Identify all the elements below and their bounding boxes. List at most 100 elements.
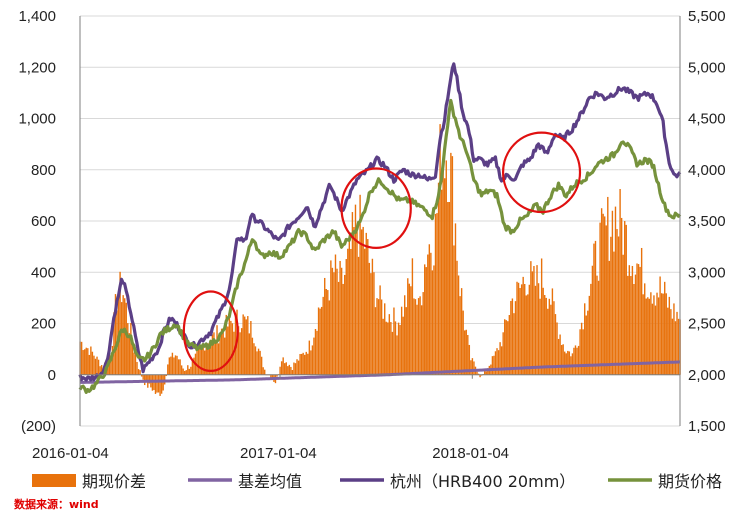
spread-bar	[85, 347, 87, 375]
left-tick-label: 400	[31, 264, 56, 281]
spread-bar	[368, 262, 371, 375]
spread-bar	[582, 329, 584, 375]
spread-bar	[545, 297, 547, 375]
spread-bar	[637, 264, 640, 375]
spread-bar	[587, 310, 589, 375]
spread-bar	[176, 355, 178, 375]
spread-bar	[239, 332, 241, 375]
spread-bar	[527, 294, 529, 375]
spread-bar	[142, 374, 144, 380]
spread-bar	[584, 303, 586, 375]
spread-bar	[448, 202, 451, 375]
spread-bar	[159, 374, 161, 396]
spread-bar	[245, 319, 247, 375]
spread-bar	[222, 330, 224, 375]
spread-bar	[185, 370, 187, 375]
right-tick-label: 1,500	[688, 418, 726, 435]
spread-bar	[208, 344, 211, 375]
spread-bar	[313, 337, 315, 375]
spread-bar	[144, 374, 146, 386]
left-tick-label: 1,000	[18, 111, 56, 128]
spread-bar	[622, 254, 624, 375]
left-axis-ticks: (200) 0 200 400 600 800 1,000 1,200 1,400	[18, 8, 56, 435]
spread-bar	[171, 352, 174, 375]
spread-bar	[193, 357, 195, 375]
spread-bar	[519, 287, 521, 375]
spread-bar	[394, 321, 397, 375]
legend: 期现价差 基差均值 杭州（HRB400 20mm） 期货价格	[32, 472, 722, 491]
spread-bar	[130, 322, 132, 375]
spread-bar	[500, 346, 503, 375]
spread-bar	[454, 223, 457, 375]
spread-bar	[240, 328, 243, 375]
spread-bar	[250, 321, 252, 375]
spread-bar	[427, 254, 429, 375]
spread-bar	[291, 369, 294, 375]
spread-bar	[673, 303, 675, 375]
spread-bar	[468, 344, 471, 375]
spread-bar	[487, 368, 489, 375]
spread-bar	[390, 322, 392, 375]
spread-bar	[91, 351, 94, 375]
spread-bar	[644, 283, 646, 375]
spread-bar	[440, 189, 443, 375]
spread-bar	[160, 374, 163, 394]
spread-bar	[499, 342, 501, 375]
spread-bar	[530, 261, 532, 375]
spread-bar	[280, 361, 283, 375]
spread-bar	[262, 367, 264, 375]
spread-bar	[94, 358, 97, 375]
spread-bar	[371, 258, 374, 375]
spread-bar	[505, 320, 507, 375]
spread-bar	[667, 307, 669, 375]
spread-bar	[237, 326, 240, 375]
spread-bar	[197, 348, 200, 375]
spread-bar	[205, 344, 207, 375]
spread-bar	[219, 334, 221, 375]
spread-bar	[631, 265, 634, 375]
spread-bar	[311, 345, 314, 375]
spread-bar	[317, 307, 320, 375]
spread-bar	[514, 301, 517, 375]
spread-bar	[651, 303, 654, 375]
spread-bar	[597, 280, 600, 375]
spread-bar	[434, 213, 437, 375]
spread-bar	[496, 348, 498, 375]
spread-bar	[350, 248, 352, 375]
spread-bar	[493, 355, 495, 375]
spread-bar	[191, 361, 194, 375]
spread-bar	[184, 370, 186, 375]
spread-bar	[580, 322, 583, 375]
spread-bar	[156, 374, 158, 393]
spread-bar	[485, 371, 487, 375]
spread-bar	[342, 283, 344, 375]
spread-bar	[214, 340, 217, 375]
spread-bar	[84, 349, 86, 375]
spread-bar	[620, 217, 623, 375]
spread-bar	[113, 312, 115, 375]
spread-bar	[654, 305, 657, 375]
spread-bar	[174, 355, 177, 375]
spread-bar	[576, 347, 578, 375]
spread-bar	[337, 281, 340, 375]
spread-bar	[525, 295, 527, 375]
spread-bar	[165, 374, 167, 377]
spread-bar	[517, 282, 520, 375]
spread-bar	[120, 302, 123, 375]
spread-bar	[442, 156, 444, 375]
spread-bar	[540, 258, 543, 375]
spread-bar	[662, 293, 664, 375]
spread-bar	[467, 334, 469, 375]
right-tick-label: 3,500	[688, 213, 726, 230]
spread-bar	[551, 288, 554, 375]
spread-bar	[148, 374, 151, 384]
spread-bar	[520, 284, 523, 375]
spread-bar	[407, 278, 409, 375]
spread-bar	[417, 298, 420, 375]
spread-bar	[264, 369, 266, 375]
spread-bar	[548, 298, 551, 375]
spread-bar	[473, 361, 475, 375]
spread-bar	[507, 321, 509, 375]
spread-bar	[564, 351, 566, 375]
